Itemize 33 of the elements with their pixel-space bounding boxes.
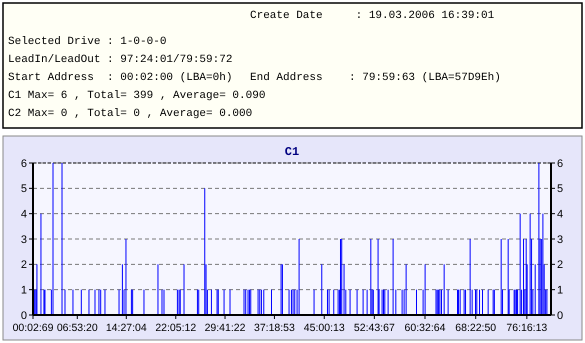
x-tick-label: 60:32:64 (404, 322, 446, 334)
x-tick-label: 76:16:13 (506, 322, 548, 334)
y-tick-label: 5 (20, 183, 27, 196)
x-tick-label: 45:00:13 (304, 322, 345, 334)
x-tick-label: 37:18:53 (254, 322, 296, 334)
text: C2 Max= 0 , Total= 0 , Average= 0.000 (8, 108, 252, 120)
x-tick-label: 14:27:04 (106, 322, 147, 334)
x-tick-label: 22:05:12 (155, 322, 196, 334)
y-tick-label: 2 (20, 259, 27, 272)
y2-tick-label: 2 (557, 259, 564, 272)
y-tick-label: 4 (20, 208, 27, 221)
x-tick-label: 52:43:67 (354, 322, 395, 334)
y-tick-label: 3 (20, 234, 27, 246)
text: LeadIn/LeadOut : 97:24:01/79:59:72 (8, 54, 232, 66)
y2-tick-label: 0 (557, 310, 564, 322)
text: C1 Max= 6 , Total= 399 , Average= 0.090 (8, 90, 266, 102)
text: Start Address : 00:02:00 (LBA=0h) (8, 72, 232, 84)
text: Selected Drive : 1-0-0-0 (8, 36, 166, 48)
y-tick-label: 0 (20, 310, 27, 322)
text: Create Date : 19.03.2006 16:39:01 (250, 10, 495, 22)
x-tick-label: 29:41:22 (204, 322, 246, 334)
y2-tick-label: 6 (557, 158, 564, 170)
y2-tick-label: 3 (557, 234, 564, 246)
y2-tick-label: 4 (557, 208, 564, 221)
text: End Address : 79:59:63 (LBA=57D9Eh) (250, 72, 501, 84)
y-tick-label: 6 (20, 158, 27, 170)
y-tick-label: 1 (20, 284, 27, 297)
chart-title: C1 (284, 145, 300, 159)
x-tick-label: 00:02:69 (12, 322, 54, 334)
x-tick-label: 68:22:50 (455, 322, 496, 334)
x-tick-label: 06:53:20 (56, 322, 98, 334)
y2-tick-label: 5 (557, 183, 564, 196)
y2-tick-label: 1 (557, 284, 564, 297)
